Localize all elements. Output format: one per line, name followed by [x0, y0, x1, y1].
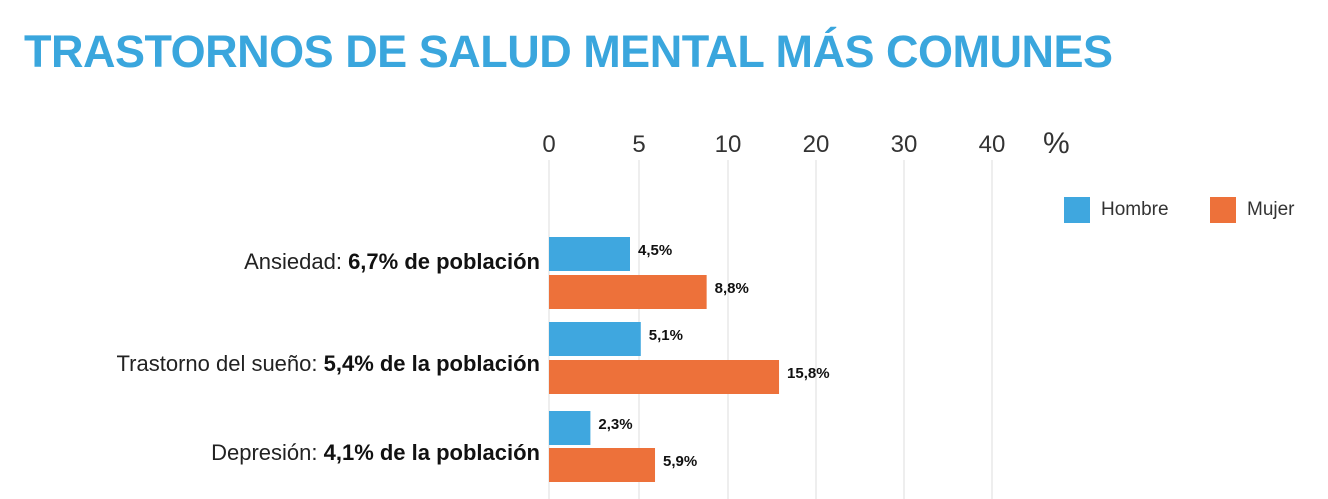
- bar-hombre: [549, 237, 630, 271]
- bar-hombre: [549, 322, 641, 356]
- category-summary: 6,7% de población: [348, 249, 540, 274]
- legend-swatch-hombre: [1064, 197, 1090, 223]
- bar-mujer: [549, 275, 707, 309]
- category-summary: 4,1% de la población: [324, 440, 540, 465]
- category-label: Ansiedad: 6,7% de población: [244, 249, 540, 274]
- category-name: Trastorno del sueño:: [117, 351, 324, 376]
- x-tick-label: 20: [803, 131, 830, 158]
- x-tick-label: 0: [542, 131, 555, 158]
- data-label: 5,9%: [663, 453, 697, 470]
- data-label: 8,8%: [715, 280, 749, 297]
- legend: Hombre Mujer: [1064, 197, 1295, 223]
- legend-swatch-mujer: [1210, 197, 1236, 223]
- unit-label: %: [1043, 127, 1070, 160]
- chart-title: TRASTORNOS DE SALUD MENTAL MÁS COMUNES: [24, 26, 1113, 77]
- data-label: 15,8%: [787, 365, 830, 382]
- bar-mujer: [549, 360, 780, 394]
- bar-hombre: [549, 411, 591, 445]
- x-tick-label: 30: [891, 131, 918, 158]
- category-summary: 5,4% de la población: [324, 351, 540, 376]
- category-label: Depresión: 4,1% de la población: [211, 440, 540, 465]
- x-tick-label: 5: [632, 131, 645, 158]
- x-axis-ticks: 0 5 10 20 30 40%: [542, 127, 1069, 160]
- x-tick-label: 40: [979, 131, 1006, 158]
- category-label: Trastorno del sueño: 5,4% de la població…: [117, 351, 540, 376]
- bar-mujer: [549, 448, 656, 482]
- legend-label-hombre: Hombre: [1101, 199, 1169, 220]
- category-name: Depresión:: [211, 440, 324, 465]
- data-label: 5,1%: [649, 327, 683, 344]
- category-labels: Ansiedad: 6,7% de población Trastorno del…: [117, 249, 540, 465]
- bars: 4,5% 5,1% 2,3% 8,8% 15,8% 5,9%: [549, 237, 830, 482]
- data-label: 4,5%: [638, 242, 672, 259]
- category-name: Ansiedad:: [244, 249, 348, 274]
- x-tick-label: 10: [715, 131, 742, 158]
- data-label: 2,3%: [598, 416, 632, 433]
- legend-label-mujer: Mujer: [1247, 199, 1295, 220]
